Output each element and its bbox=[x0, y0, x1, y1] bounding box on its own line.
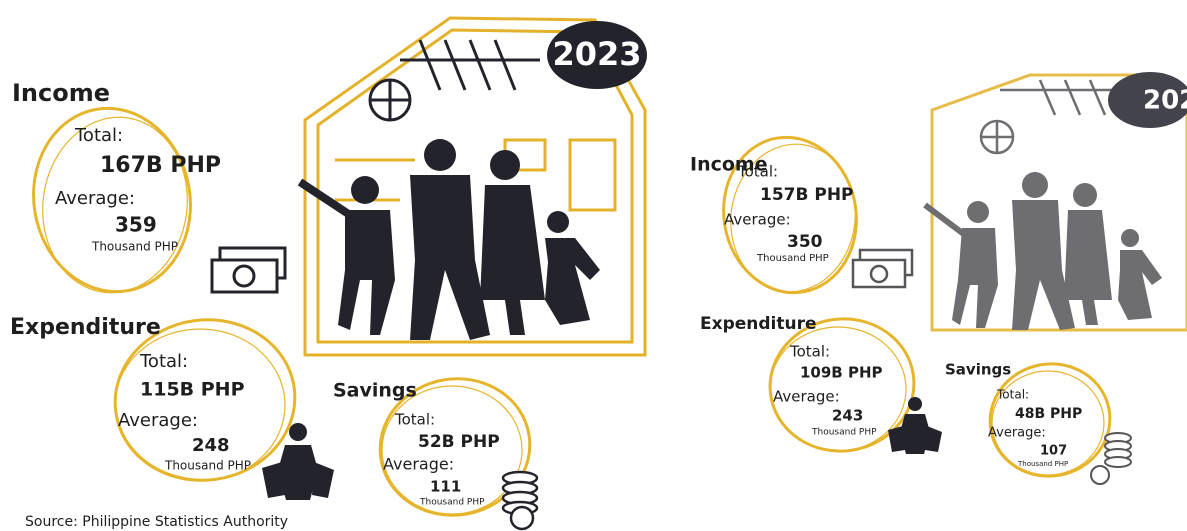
shopper-icon bbox=[262, 423, 334, 500]
label: Total: bbox=[139, 351, 188, 372]
unit: Thousand PHP bbox=[1017, 460, 1068, 468]
label: Average: bbox=[724, 211, 791, 229]
heading: Expenditure bbox=[10, 315, 161, 340]
unit: Thousand PHP bbox=[811, 428, 877, 438]
label: Average: bbox=[988, 426, 1046, 441]
house-2021: 2021 bbox=[923, 72, 1187, 332]
value: 107 bbox=[1040, 444, 1067, 459]
year: 2023 bbox=[552, 35, 641, 73]
source: Source: Philippine Statistics Authority bbox=[25, 514, 288, 530]
coins-icon bbox=[501, 470, 539, 531]
value: 167B PHP bbox=[100, 153, 221, 178]
label: Average: bbox=[383, 455, 454, 474]
unit: Thousand PHP bbox=[419, 498, 485, 508]
heading: Savings bbox=[945, 361, 1011, 379]
value: 157B PHP bbox=[760, 185, 854, 205]
label: Total: bbox=[737, 163, 778, 181]
money-icon bbox=[210, 246, 287, 294]
label: Total: bbox=[394, 411, 435, 429]
year: 2021 bbox=[1143, 86, 1187, 116]
value: 111 bbox=[430, 478, 461, 496]
heading: Income bbox=[690, 154, 768, 176]
label: Total: bbox=[789, 343, 830, 361]
money-icon bbox=[851, 248, 914, 289]
label: Average: bbox=[118, 410, 198, 431]
label: Total: bbox=[74, 125, 123, 146]
heading: Income bbox=[12, 79, 110, 107]
value: 109B PHP bbox=[800, 364, 883, 382]
value: 48B PHP bbox=[1015, 406, 1082, 422]
value: 115B PHP bbox=[140, 379, 245, 401]
unit: Thousand PHP bbox=[91, 240, 178, 254]
label: Total: bbox=[996, 388, 1029, 402]
year-badge bbox=[1108, 72, 1187, 128]
unit: Thousand PHP bbox=[756, 253, 829, 264]
heading: Expenditure bbox=[700, 314, 817, 334]
label: Average: bbox=[55, 188, 135, 209]
value: 359 bbox=[115, 213, 157, 237]
label: Average: bbox=[773, 388, 840, 406]
heading: Savings bbox=[333, 380, 417, 402]
unit: Thousand PHP bbox=[164, 459, 251, 473]
shopper-icon bbox=[888, 397, 942, 454]
value: 248 bbox=[192, 435, 230, 456]
year-badge bbox=[547, 21, 647, 89]
value: 350 bbox=[787, 232, 823, 252]
coins-icon bbox=[1090, 432, 1132, 485]
house-2023: 2023 bbox=[297, 16, 647, 357]
value: 243 bbox=[832, 407, 863, 425]
value: 52B PHP bbox=[418, 432, 500, 452]
